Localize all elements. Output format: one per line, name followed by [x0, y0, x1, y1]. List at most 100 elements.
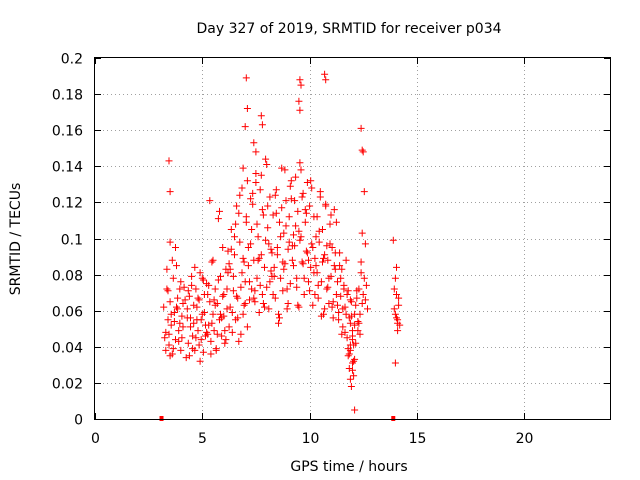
- data-point: [278, 204, 286, 212]
- data-point: [169, 274, 177, 282]
- data-point: [351, 321, 359, 329]
- data-point: [178, 312, 186, 320]
- data-point: [235, 337, 243, 345]
- data-point: [242, 213, 250, 221]
- data-point: [219, 292, 227, 300]
- data-point: [344, 345, 352, 353]
- data-point: [302, 209, 310, 217]
- data-point: [347, 298, 355, 306]
- data-point: [207, 350, 215, 358]
- plot-frame: [94, 57, 611, 420]
- data-point: [248, 226, 256, 233]
- data-point: [269, 291, 277, 298]
- data-point: [282, 197, 290, 205]
- data-point: [259, 211, 267, 219]
- data-point: [256, 281, 264, 289]
- data-point: [257, 171, 265, 179]
- data-point: [211, 285, 219, 293]
- data-point: [325, 274, 333, 282]
- data-point: [322, 202, 330, 210]
- data-point: [273, 251, 281, 259]
- data-point: [166, 352, 174, 360]
- data-point: [163, 265, 171, 273]
- data-point: [277, 233, 285, 241]
- data-point: [251, 287, 259, 295]
- data-point: [308, 240, 316, 248]
- data-point: [185, 352, 193, 360]
- data-point: [258, 291, 266, 298]
- data-point: [315, 227, 323, 235]
- data-point: [163, 285, 171, 293]
- data-point: [248, 285, 256, 293]
- y-tick-label: 0.08: [52, 269, 83, 285]
- data-point: [172, 244, 179, 251]
- data-point: [192, 334, 200, 342]
- data-point: [228, 309, 236, 316]
- data-point: [356, 310, 364, 318]
- data-point: [194, 294, 202, 302]
- data-point: [300, 291, 308, 298]
- data-point: [197, 336, 205, 344]
- data-point: [317, 278, 325, 286]
- data-point: [166, 298, 174, 306]
- data-point: [390, 285, 398, 293]
- data-point: [342, 256, 350, 264]
- data-point: [174, 305, 182, 313]
- data-point: [237, 283, 245, 291]
- data-point: [307, 263, 315, 271]
- data-point: [265, 305, 273, 313]
- data-point: [283, 285, 291, 293]
- data-point: [211, 301, 219, 309]
- data-point: [302, 247, 310, 255]
- x-tick-label: 0: [91, 431, 100, 447]
- data-point: [182, 354, 190, 362]
- data-point: [360, 188, 368, 196]
- data-point: [233, 292, 241, 300]
- data-point: [253, 274, 261, 282]
- data-point: [332, 291, 340, 298]
- data-point: [219, 244, 227, 251]
- data-point: [359, 148, 367, 156]
- data-point: [292, 222, 300, 230]
- data-points: [160, 70, 404, 414]
- data-point: [272, 209, 280, 217]
- data-point: [314, 294, 322, 302]
- data-point: [345, 365, 353, 372]
- data-point: [238, 184, 246, 192]
- data-point: [238, 269, 246, 277]
- data-point: [285, 213, 293, 221]
- data-point: [188, 272, 196, 280]
- data-point: [175, 337, 183, 345]
- data-point: [243, 323, 251, 331]
- data-point: [180, 283, 188, 291]
- data-point: [284, 300, 292, 307]
- data-point: [346, 375, 354, 383]
- data-point: [355, 319, 363, 327]
- data-point: [232, 220, 240, 228]
- data-point: [170, 318, 178, 325]
- data-point: [254, 256, 262, 264]
- data-point: [358, 146, 366, 154]
- data-point: [309, 301, 317, 309]
- data-point: [271, 294, 279, 302]
- data-point: [344, 352, 352, 360]
- data-point: [319, 226, 326, 233]
- data-point: [176, 319, 184, 327]
- data-point: [214, 215, 222, 223]
- data-point: [295, 303, 303, 311]
- y-tick-label: 0.14: [52, 160, 83, 176]
- data-point: [350, 357, 358, 365]
- data-point: [162, 346, 170, 354]
- data-point: [301, 206, 309, 214]
- data-point: [321, 70, 329, 78]
- data-point: [197, 316, 205, 324]
- data-point: [244, 262, 252, 270]
- y-tick-label: 0.18: [52, 88, 83, 104]
- data-point: [255, 254, 263, 262]
- data-point: [191, 263, 199, 271]
- data-point: [224, 269, 232, 277]
- data-point: [332, 218, 340, 226]
- data-point: [292, 173, 300, 181]
- data-point: [282, 222, 290, 230]
- data-point: [257, 251, 265, 259]
